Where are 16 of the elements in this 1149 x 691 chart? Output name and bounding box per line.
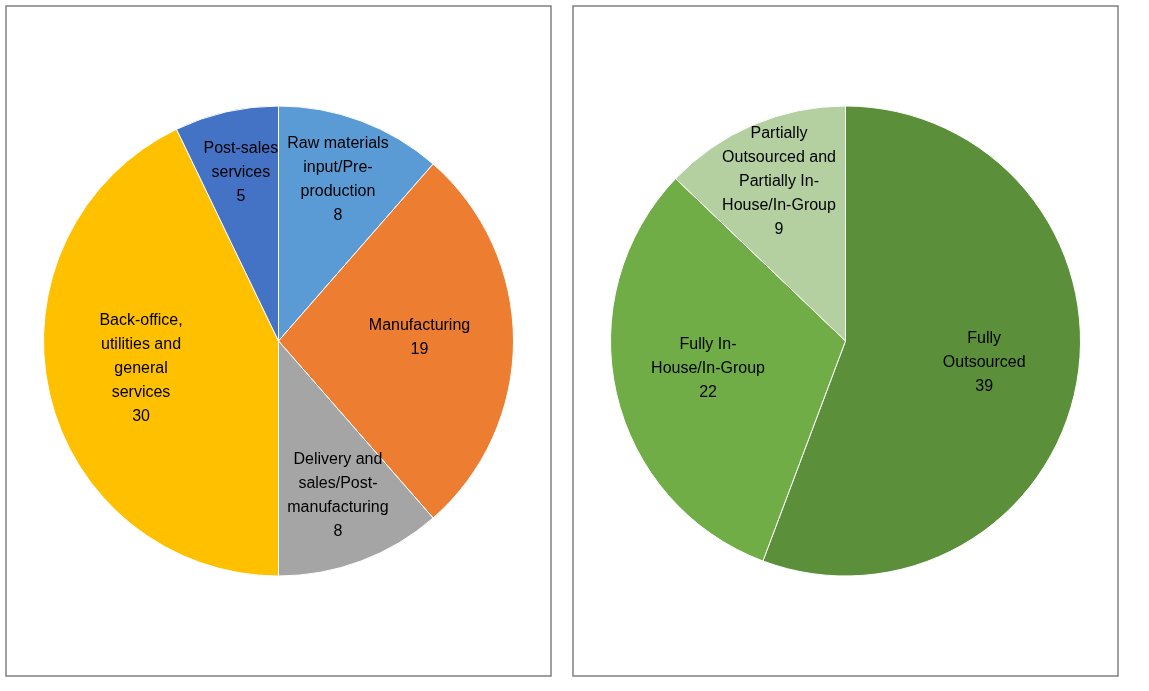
- slice-label: Fully Outsourced: [942, 329, 1026, 371]
- slice-label: Manufacturing: [368, 316, 471, 333]
- data-label: 22: [699, 383, 718, 401]
- data-label: 8: [333, 522, 343, 540]
- slice-label: Fully In-House/In-Group: [651, 335, 766, 377]
- data-label: 30: [132, 407, 151, 425]
- slice-label: Delivery and sales/Post-manufacturing: [287, 450, 389, 516]
- slice-label: Raw materials input/Pre-production: [287, 133, 389, 199]
- slice-label: Partially Outsourced and Partially In-House/In-Group: [722, 124, 837, 214]
- data-label: 9: [774, 220, 784, 238]
- data-label: 8: [333, 205, 343, 223]
- data-label: 39: [975, 377, 994, 395]
- data-label: 19: [410, 340, 429, 357]
- slice-label: Back-office, utilities and general services: [99, 311, 183, 401]
- slice-label: Post-sales services: [203, 139, 279, 181]
- data-label: 5: [236, 187, 246, 205]
